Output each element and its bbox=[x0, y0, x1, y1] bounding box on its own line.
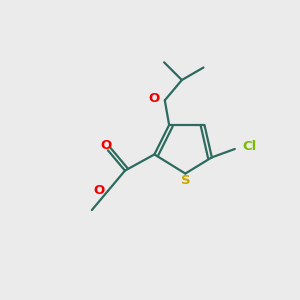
Text: S: S bbox=[181, 173, 191, 187]
Text: O: O bbox=[101, 139, 112, 152]
Text: O: O bbox=[148, 92, 160, 105]
Text: O: O bbox=[94, 184, 105, 197]
Text: Cl: Cl bbox=[242, 140, 256, 153]
